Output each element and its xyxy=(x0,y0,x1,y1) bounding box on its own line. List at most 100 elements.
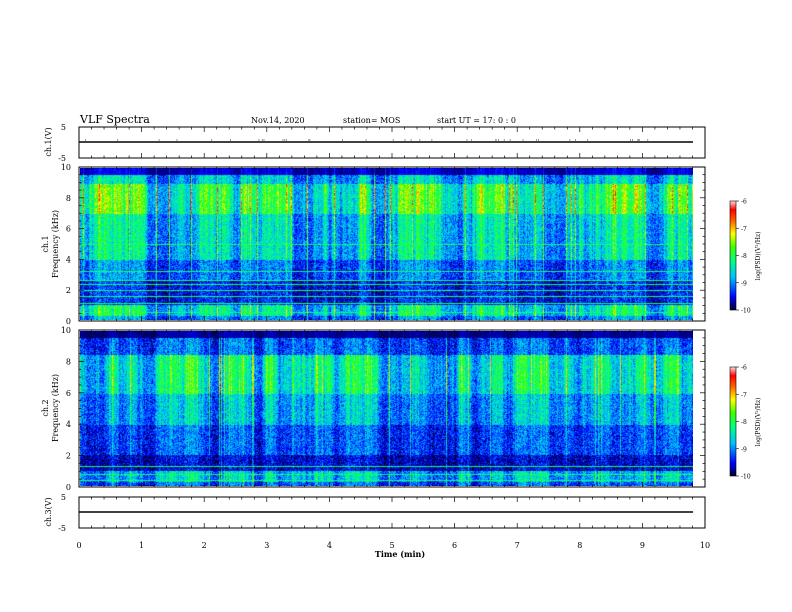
colorbar-tick-label: -6 xyxy=(741,365,747,372)
ch1-trace-spike xyxy=(176,139,178,141)
ch1-trace-spike xyxy=(630,139,631,141)
ch2-spectrogram-ylabel-channel: ch.2 xyxy=(41,399,50,416)
ch1-trace-spike xyxy=(261,139,263,141)
ch2-spectrogram-ylabel-frequency: Frequency (kHz) xyxy=(51,374,60,442)
ch1-trace-spike xyxy=(503,139,505,141)
ch1-spectrogram-image xyxy=(80,168,693,320)
ch1-trace-spike xyxy=(431,139,433,141)
time-tick-label: 5 xyxy=(389,541,394,550)
ch1-trace-spike xyxy=(522,139,524,141)
colorbar-tick-label: -9 xyxy=(741,280,747,287)
ch1-trace-spike xyxy=(286,139,288,141)
time-tick-label: 4 xyxy=(327,541,332,550)
colorbar-tick-label: -8 xyxy=(741,253,747,260)
ch2-spectrogram-ytick-label: 2 xyxy=(66,452,71,461)
colorbar-ch1-label: log(PSD)(V²/Hz) xyxy=(755,232,762,281)
ch1-trace-spike xyxy=(258,139,260,141)
ch1-trace-spike xyxy=(466,139,468,141)
figure-title: VLF Spectra xyxy=(79,113,150,126)
ch1-spectrogram-ytick-label: 4 xyxy=(66,255,71,264)
ch1-spectrogram-ytick-label: 10 xyxy=(61,163,71,172)
ch1-trace-spike xyxy=(509,139,511,141)
colorbar-ch2-ramp xyxy=(729,366,737,477)
ch1-ytick-5: 5 xyxy=(61,123,66,132)
colorbar-tick-label: -7 xyxy=(741,392,747,399)
ch3-ytick-neg5: -5 xyxy=(58,524,66,533)
ch1-trace-spike xyxy=(638,139,640,141)
time-tick-label: 10 xyxy=(700,541,710,550)
ch1-trace-spike xyxy=(392,139,394,141)
time-tick-label: 7 xyxy=(515,541,520,550)
panel-ch3-voltage: 5 -5 ch.3(V) xyxy=(44,493,706,533)
ch1-trace-spike xyxy=(117,139,119,141)
ch1-trace-spike xyxy=(404,139,406,141)
colorbar-ch1: -6 -7 -8 -9 -10 log(PSD)(V²/Hz) xyxy=(729,199,762,315)
time-tick-label: 0 xyxy=(76,541,81,550)
ch1-spectrogram-ytick-label: 2 xyxy=(66,286,71,295)
colorbar-tick-label: -7 xyxy=(741,226,747,233)
panel-ch2-spectrogram: 0 2 4 6 8 10 ch.2 Frequency (kHz) xyxy=(41,326,706,492)
ch3-ytick-5: 5 xyxy=(61,493,66,502)
ch1-trace-spike xyxy=(211,139,213,141)
ch1-spectrogram-ylabel-frequency: Frequency (kHz) xyxy=(51,210,60,278)
ch1-trace-spike xyxy=(342,139,343,141)
colorbar-ch2-label: log(PSD)(V²/Hz) xyxy=(755,398,762,447)
ch1-spectrogram-ylabel-channel: ch.1 xyxy=(41,235,50,252)
time-axis-label: Time (min) xyxy=(375,549,425,559)
time-tick-label: 8 xyxy=(577,541,582,550)
ch1-trace-spike xyxy=(158,139,160,141)
ch1-trace-spike xyxy=(308,139,310,141)
ch1-trace-spike xyxy=(410,139,412,141)
ch1-trace-spike xyxy=(85,139,86,141)
time-tick-label: 2 xyxy=(202,541,207,550)
ch1-trace-spike xyxy=(569,139,571,141)
colorbar-tick-label: -6 xyxy=(741,199,747,206)
ch2-spectrogram-ytick-label: 6 xyxy=(66,389,71,398)
ch1-trace-spike xyxy=(575,139,576,141)
colorbar-tick-label: -10 xyxy=(741,308,751,315)
time-tick-label: 9 xyxy=(640,541,645,550)
panel-ch1-spectrogram: 0 2 4 6 8 10 ch.1 Frequency (kHz) xyxy=(41,163,706,326)
ch1-trace-spike xyxy=(365,139,367,141)
ch2-spectrogram-ytick-label: 4 xyxy=(66,420,71,429)
ch1-trace-spike xyxy=(471,139,473,141)
ch1-spectrogram-ytick-label: 8 xyxy=(66,194,71,203)
time-tick-label: 3 xyxy=(264,541,269,550)
ch1-spectrogram-ytick-label: 6 xyxy=(66,225,71,234)
ch1-trace-spike xyxy=(419,139,421,141)
ch1-trace-spike xyxy=(587,139,589,141)
ch2-spectrogram-ytick-label: 0 xyxy=(66,483,71,492)
ch1-voltage-ylabel: ch.1(V) xyxy=(44,127,53,156)
time-tick-label: 6 xyxy=(452,541,457,550)
colorbar-ch1-ramp xyxy=(729,200,737,311)
ch3-voltage-ylabel: ch.3(V) xyxy=(44,497,53,526)
ch2-spectrogram-ytick-label: 8 xyxy=(66,357,71,366)
ch1-trace-spike xyxy=(638,139,640,141)
colorbar-tick-label: -10 xyxy=(741,474,751,481)
ch1-trace-spike xyxy=(647,139,649,141)
ch1-ytick-neg5: -5 xyxy=(58,154,66,163)
ch1-trace-spike xyxy=(263,139,265,141)
colorbar-tick-label: -9 xyxy=(741,446,747,453)
ch1-trace-spike xyxy=(498,139,499,141)
ch2-spectrogram-ytick-label: 10 xyxy=(61,326,71,335)
ch1-trace-spike xyxy=(495,139,497,141)
ch1-trace-spike xyxy=(309,139,311,141)
figure-start-time: start UT = 17: 0 : 0 xyxy=(437,116,516,125)
ch1-trace-spike xyxy=(637,139,639,141)
ch1-trace-spike xyxy=(536,139,538,141)
ch2-spectrogram-image xyxy=(80,331,693,486)
ch1-trace-spike xyxy=(284,139,286,141)
colorbar-tick-label: -8 xyxy=(741,419,747,426)
figure-station: station= MOS xyxy=(343,116,400,125)
colorbar-ch2: -6 -7 -8 -9 -10 log(PSD)(V²/Hz) xyxy=(729,365,762,481)
ch1-spectrogram-ytick-label: 0 xyxy=(66,317,71,326)
ch1-trace-spike xyxy=(632,139,633,141)
ch1-trace-spike xyxy=(538,139,539,141)
figure-date: Nov.14, 2020 xyxy=(251,116,305,125)
ch1-trace-spike xyxy=(282,139,284,141)
panel-ch1-voltage: 5 -5 ch.1(V) xyxy=(44,123,706,163)
time-tick-label: 1 xyxy=(139,541,144,550)
time-axis-tick-labels: 0 1 2 3 4 5 6 7 8 9 10 xyxy=(76,541,710,550)
